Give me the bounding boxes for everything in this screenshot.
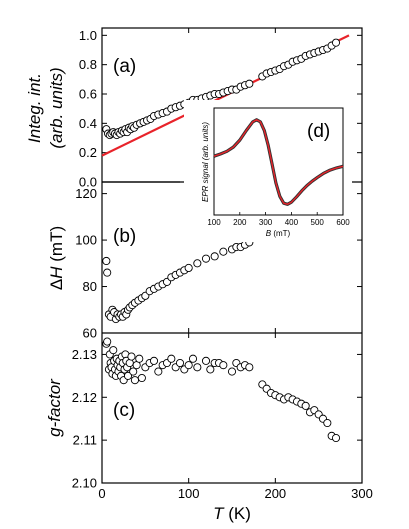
- data-point: [103, 268, 112, 277]
- y-tick-label: 1.0: [79, 28, 97, 43]
- data-point: [188, 354, 198, 363]
- y-tick-label: 0.8: [79, 57, 97, 72]
- inset-panel-label: (d): [307, 121, 330, 142]
- y-axis-label-line: Integ. int.: [25, 73, 44, 143]
- y-tick-label: 0.4: [79, 116, 97, 131]
- frame-border: [101, 27, 363, 484]
- data-point: [193, 259, 202, 268]
- data-point: [331, 433, 341, 443]
- data-point: [137, 373, 146, 383]
- y-tick-label: 0.0: [79, 175, 97, 190]
- y-tick-label: 2.11: [73, 433, 97, 448]
- data-point: [135, 354, 144, 363]
- inset-fit-line: [213, 119, 344, 205]
- panel-c: 2.10 2.11 2.12 2.13 (c) g-factor 0 100 200 300 T (…: [45, 333, 373, 523]
- y-tick-label: 2.13: [72, 347, 97, 362]
- y-tick-label: 0.6: [79, 87, 97, 102]
- data-point: [129, 367, 138, 376]
- x-axis-label: T (K): [213, 504, 251, 523]
- y-tick-label: 100: [75, 233, 97, 248]
- y-tick-label: 80: [83, 279, 97, 294]
- data-point: [149, 356, 159, 365]
- panel-label: (c): [113, 400, 135, 421]
- inset-x-tick-label: 300: [259, 218, 273, 227]
- data-point: [210, 252, 219, 261]
- y-axis-label: ΔH (mT): [47, 226, 66, 290]
- panel-label: (a): [113, 56, 136, 77]
- y-axis-label: g-factor: [45, 378, 64, 437]
- inset-x-tick-label: 100: [207, 218, 221, 227]
- x-axis-label-unit: (K): [224, 504, 251, 523]
- data-point: [103, 337, 112, 346]
- data-point: [167, 354, 176, 363]
- data-point: [206, 365, 215, 374]
- data-point: [184, 263, 193, 273]
- inset-x-axis-label-unit: (mT): [271, 229, 290, 238]
- data-point: [323, 418, 332, 428]
- data-point: [154, 367, 163, 376]
- y-tick-label: 0.2: [79, 145, 97, 160]
- x-tick-label: 300: [351, 486, 373, 501]
- data-point: [331, 38, 341, 47]
- data-point: [201, 254, 211, 263]
- y-axis-label-delta: Δ: [47, 279, 66, 290]
- data-point: [201, 356, 211, 365]
- data-point: [109, 346, 118, 355]
- y-axis-label-line: (arb. units): [47, 67, 66, 148]
- data-point: [219, 361, 228, 370]
- data-point: [245, 79, 254, 88]
- data-point: [219, 247, 228, 256]
- data-point: [245, 363, 254, 372]
- x-axis-label-symbol: T: [213, 504, 225, 523]
- data-point: [184, 361, 193, 370]
- y-axis-label: Integ. int. (arb. units): [25, 67, 66, 148]
- inset-x-axis-label-symbol: B: [266, 229, 272, 238]
- x-tick-label: 0: [98, 486, 105, 501]
- y-tick-label: 60: [83, 326, 97, 341]
- x-tick-label: 200: [264, 486, 286, 501]
- inset-y-axis-label: EPR signal (arb. units): [201, 122, 210, 202]
- y-tick-label: 2.10: [72, 476, 97, 491]
- inset-x-tick-label: 500: [311, 218, 325, 227]
- inset-x-axis-label: B (mT): [266, 229, 291, 238]
- y-tick-label: 120: [75, 186, 97, 201]
- data-point: [175, 358, 185, 368]
- data-point: [102, 256, 111, 266]
- data-point: [123, 371, 133, 380]
- data-point: [130, 376, 139, 385]
- y-axis-label-symbol: H: [47, 266, 66, 279]
- data-point: [127, 352, 136, 361]
- y-axis-label-unit: (mT): [47, 226, 66, 267]
- inset-x-tick-label: 600: [336, 218, 350, 227]
- y-tick-label: 2.12: [72, 390, 97, 405]
- inset-panel-d: 100 200 300 400 500 600 (d) EPR signal (arb. un…: [184, 100, 352, 242]
- inset-x-tick-label: 400: [285, 218, 299, 227]
- panel-label: (b): [113, 226, 136, 247]
- inset-x-tick-label: 200: [233, 218, 247, 227]
- x-tick-label: 100: [178, 486, 200, 501]
- data-point: [193, 363, 202, 372]
- data-point: [301, 401, 310, 410]
- data-point: [227, 367, 237, 376]
